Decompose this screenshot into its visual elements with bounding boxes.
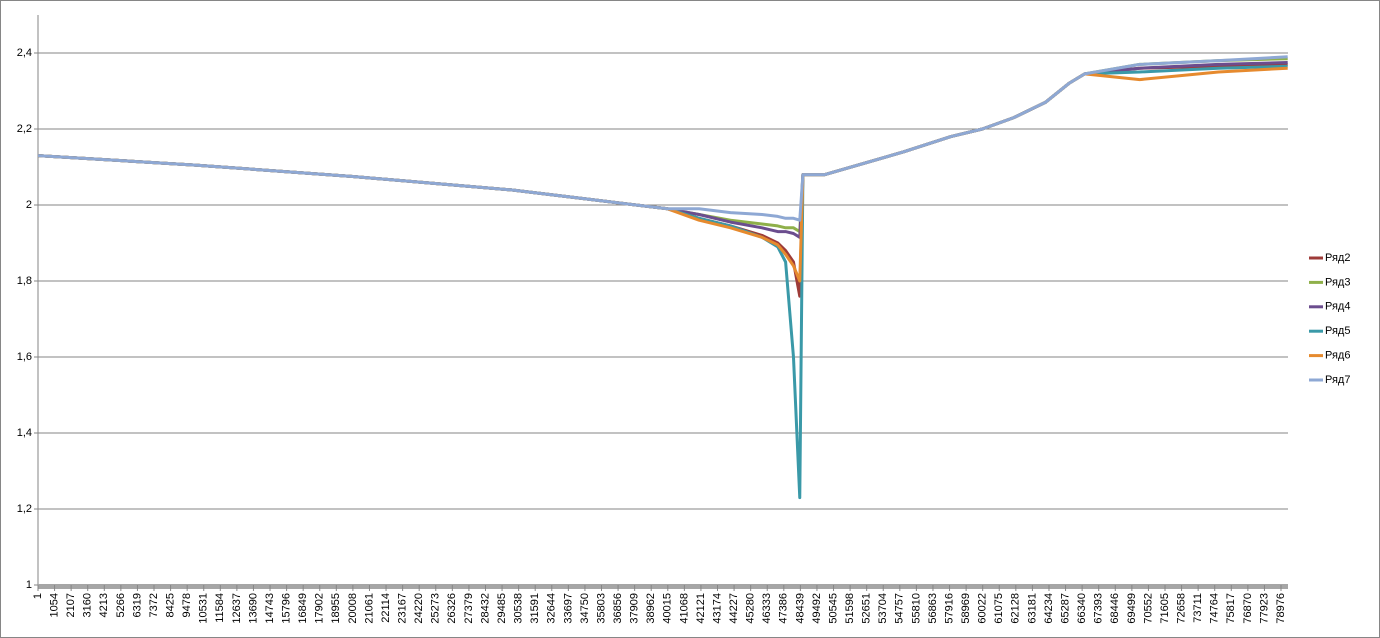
x-tick-label: 25273 xyxy=(430,593,442,624)
x-axis xyxy=(38,584,1288,589)
y-tick-label: 1,8 xyxy=(17,275,32,287)
y-tick-label: 2 xyxy=(26,199,32,211)
x-tick-label: 27379 xyxy=(463,593,475,624)
x-tick-label: 1054 xyxy=(48,593,60,617)
x-tick-label: 23167 xyxy=(397,593,409,624)
legend-label: Ряд2 xyxy=(1325,252,1350,264)
series-line xyxy=(37,55,1288,222)
x-tick-label: 58969 xyxy=(960,593,972,624)
x-tick-label: 46333 xyxy=(761,593,773,624)
x-tick-label: 29485 xyxy=(496,593,508,624)
x-tick-label: 35803 xyxy=(595,593,607,624)
legend-label: Ряд4 xyxy=(1325,301,1350,313)
x-tick-label: 74764 xyxy=(1209,593,1221,624)
x-tick-label: 56863 xyxy=(927,593,939,624)
x-tick-label: 52651 xyxy=(861,593,873,624)
x-tick-label: 51598 xyxy=(844,593,856,624)
x-tick-label: 50545 xyxy=(827,593,839,624)
x-tick-label: 61075 xyxy=(993,593,1005,624)
x-tick-label: 38962 xyxy=(645,593,657,624)
x-tick-label: 69499 xyxy=(1126,593,1138,624)
x-tick-label: 10531 xyxy=(198,593,210,624)
x-tick-label: 18955 xyxy=(330,593,342,624)
x-tick-label: 37909 xyxy=(629,593,641,624)
x-tick-label: 57916 xyxy=(943,593,955,624)
x-tick-label: 43174 xyxy=(711,593,723,624)
x-tick-label: 7372 xyxy=(148,593,160,617)
x-tick-label: 44227 xyxy=(728,593,740,624)
x-tick-label: 32644 xyxy=(546,593,558,624)
x-tick-label: 3160 xyxy=(82,593,94,617)
x-tick-label: 48439 xyxy=(794,593,806,624)
x-tick-label: 77923 xyxy=(1258,593,1270,624)
x-tick-label: 34750 xyxy=(579,593,591,624)
x-tick-label: 31591 xyxy=(529,593,541,624)
legend-label: Ряд5 xyxy=(1325,325,1350,337)
x-tick-label: 42121 xyxy=(695,593,707,624)
x-tick-label: 54757 xyxy=(894,593,906,624)
x-tick-label: 55810 xyxy=(910,593,922,624)
x-tick-label: 53704 xyxy=(877,593,889,624)
x-tick-label: 4213 xyxy=(98,593,110,617)
y-tick-label: 2,2 xyxy=(17,123,32,135)
x-tick-label: 5266 xyxy=(115,593,127,617)
x-tick-label: 30538 xyxy=(513,593,525,624)
legend-label: Ряд3 xyxy=(1325,276,1350,288)
x-tick-label: 66340 xyxy=(1076,593,1088,624)
x-tick-label: 47386 xyxy=(778,593,790,624)
x-tick-label: 36856 xyxy=(612,593,624,624)
x-tick-label: 12637 xyxy=(231,593,243,624)
x-tick-label: 24220 xyxy=(413,593,425,624)
x-tick-label: 70552 xyxy=(1142,593,1154,624)
x-tick-label: 14743 xyxy=(264,593,276,624)
x-tick-label: 11584 xyxy=(214,593,226,623)
x-tick-label: 15796 xyxy=(281,593,293,624)
x-tick-label: 17902 xyxy=(314,593,326,624)
x-tick-label: 6319 xyxy=(131,593,143,617)
x-tick-label: 8425 xyxy=(164,593,176,617)
x-tick-label: 26326 xyxy=(446,593,458,624)
x-tick-label: 71605 xyxy=(1159,593,1171,624)
x-tick-label: 20008 xyxy=(347,593,359,624)
x-tick-label: 2107 xyxy=(65,593,77,617)
legend-label: Ряд7 xyxy=(1325,374,1350,386)
x-tick-label: 65287 xyxy=(1059,593,1071,624)
x-tick-label: 33697 xyxy=(562,593,574,624)
y-tick-label: 1,4 xyxy=(17,427,32,439)
x-tick-label: 63181 xyxy=(1026,593,1038,624)
x-tick-label: 73711 xyxy=(1192,593,1204,623)
x-tick-label: 67393 xyxy=(1093,593,1105,624)
x-tick-label: 60022 xyxy=(977,593,989,624)
x-tick-label: 78976 xyxy=(1275,593,1287,624)
y-tick-label: 2,4 xyxy=(17,47,32,59)
x-tick-label: 76870 xyxy=(1242,593,1254,624)
x-tick-label: 72658 xyxy=(1175,593,1187,624)
x-tick-label: 13690 xyxy=(247,593,259,624)
x-tick-label: 45280 xyxy=(745,593,757,624)
x-tick-label: 49492 xyxy=(811,593,823,624)
x-tick-label: 22114 xyxy=(380,593,392,623)
x-tick-label: 64234 xyxy=(1043,593,1055,624)
legend-label: Ряд6 xyxy=(1325,350,1350,362)
x-tick-label: 41068 xyxy=(678,593,690,624)
x-tick-label: 28432 xyxy=(479,593,491,624)
x-tick-label: 75817 xyxy=(1225,593,1237,624)
x-tick-label: 21061 xyxy=(363,593,375,624)
y-tick-label: 1,2 xyxy=(17,503,32,515)
x-tick-label: 40015 xyxy=(662,593,674,624)
x-tick-label: 68446 xyxy=(1109,593,1121,624)
x-tick-label: 16849 xyxy=(297,593,309,624)
x-tick-label: 1 xyxy=(32,593,44,599)
x-tick-label: 62128 xyxy=(1010,593,1022,624)
y-tick-label: 1 xyxy=(26,579,32,591)
x-tick-label: 9478 xyxy=(181,593,193,617)
y-tick-label: 1,6 xyxy=(17,351,32,363)
